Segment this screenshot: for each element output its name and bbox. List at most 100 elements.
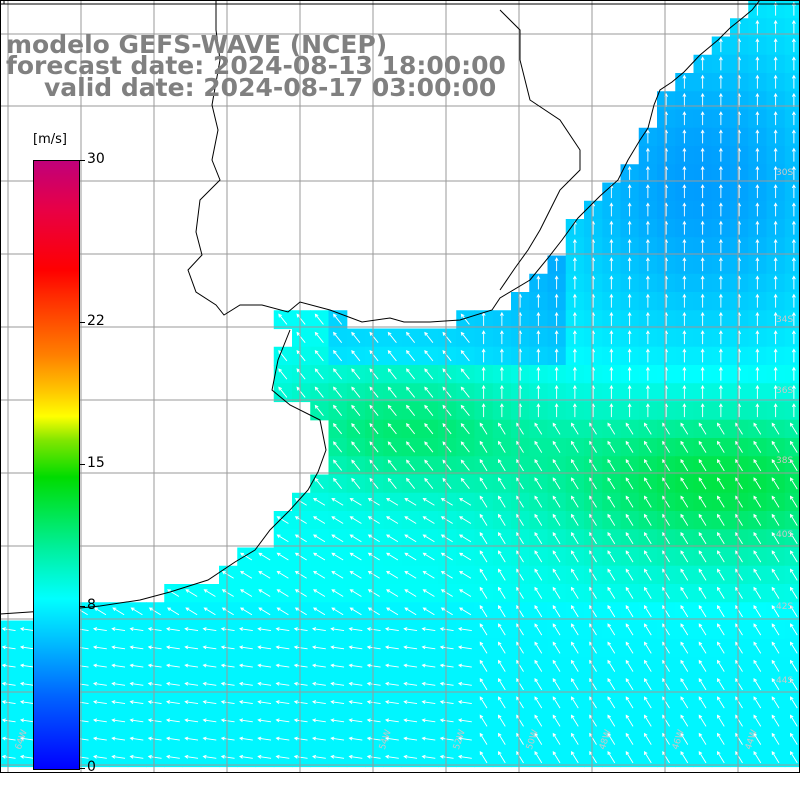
wind-arrow	[387, 459, 397, 471]
wind-arrow	[479, 459, 488, 472]
wind-arrow	[351, 441, 361, 453]
wind-arrow	[497, 550, 506, 563]
wind-arrow	[294, 534, 307, 543]
wind-arrow	[627, 275, 632, 290]
wind-arrow	[275, 718, 290, 723]
wind-arrow	[440, 497, 453, 506]
wind-arrow	[147, 700, 162, 705]
wind-arrow	[771, 586, 780, 599]
wind-arrow	[147, 663, 162, 668]
wind-arrow	[625, 422, 634, 435]
wind-arrow	[536, 403, 541, 418]
wind-arrow	[643, 659, 652, 672]
wind-arrow	[771, 696, 780, 709]
wind-arrow	[570, 641, 579, 654]
wind-arrow	[406, 386, 416, 398]
wind-arrow	[609, 220, 614, 235]
wind-arrow	[609, 403, 614, 418]
wind-arrow	[698, 550, 707, 563]
wind-arrow	[716, 586, 725, 599]
wind-arrow	[534, 586, 543, 599]
wind-arrow	[497, 623, 506, 636]
wind-arrow	[404, 570, 417, 579]
wind-arrow	[552, 678, 561, 691]
wind-speed-cell	[784, 237, 800, 257]
wind-speed-cell	[784, 565, 800, 585]
wind-arrow	[607, 605, 616, 618]
wind-arrow	[240, 552, 253, 561]
wind-arrow	[184, 627, 199, 632]
wind-arrow	[570, 623, 579, 636]
map-title-model: modelo GEFS-WAVE (NCEP)	[6, 30, 388, 59]
wind-arrow	[312, 718, 326, 723]
wind-arrow	[278, 386, 288, 398]
wind-arrow	[111, 627, 126, 632]
wind-arrow	[791, 129, 796, 144]
wind-arrow	[789, 732, 798, 745]
wind-arrow	[314, 386, 324, 398]
wind-arrow	[609, 257, 614, 272]
wind-arrow	[258, 589, 271, 597]
wind-arrow	[293, 627, 308, 632]
wind-arrow	[682, 330, 687, 345]
wind-arrow	[442, 477, 452, 489]
wind-arrow	[296, 350, 306, 362]
wind-arrow	[680, 732, 689, 745]
wind-arrow	[147, 681, 162, 686]
wind-arrow	[424, 459, 434, 471]
wind-arrow	[607, 459, 616, 472]
wind-arrow	[607, 477, 616, 490]
wind-arrow	[479, 696, 488, 709]
wind-arrow	[771, 623, 780, 636]
wind-arrow	[773, 184, 778, 199]
wind-speed-cell	[784, 438, 800, 457]
wind-arrow	[333, 477, 343, 489]
wind-arrow	[789, 586, 798, 599]
wind-arrow	[166, 736, 180, 741]
wind-speed-cell	[784, 529, 800, 549]
wind-arrow	[20, 718, 34, 723]
wind-speed-cell	[784, 310, 800, 330]
wind-arrow	[682, 275, 687, 290]
wind-arrow	[497, 732, 506, 745]
wind-arrow	[386, 570, 399, 579]
wind-arrow	[716, 532, 725, 545]
wind-arrow	[424, 331, 434, 343]
wind-arrow	[479, 568, 488, 581]
wind-arrow	[552, 696, 561, 709]
wind-arrow	[348, 681, 363, 686]
wind-arrow	[718, 92, 723, 107]
wind-arrow	[276, 534, 289, 543]
wind-arrow	[645, 184, 650, 199]
wind-arrow	[645, 366, 650, 381]
wind-arrow	[718, 403, 723, 418]
wind-arrow	[627, 366, 632, 381]
wind-speed-cell	[784, 109, 800, 129]
wind-arrow	[771, 659, 780, 672]
wind-arrow	[257, 681, 272, 686]
wind-arrow	[755, 366, 760, 381]
wind-arrow	[718, 293, 723, 308]
wind-arrow	[698, 586, 707, 599]
wind-arrow	[386, 589, 399, 597]
wind-arrow	[753, 459, 762, 472]
wind-arrow	[166, 718, 180, 723]
wind-arrow	[458, 681, 472, 686]
wind-arrow	[166, 645, 180, 650]
wind-arrow	[330, 681, 345, 686]
wind-arrow	[330, 718, 345, 723]
wind-arrow	[643, 678, 652, 691]
wind-arrow	[534, 605, 543, 618]
wind-arrow	[239, 681, 253, 686]
colorbar-tick-mark	[79, 322, 85, 324]
wind-arrow	[294, 552, 307, 561]
wind-speed-cell	[784, 36, 800, 56]
wind-arrow	[111, 736, 126, 741]
wind-arrow	[366, 700, 381, 705]
wind-arrow	[625, 477, 634, 490]
wind-arrow	[276, 589, 289, 597]
wind-arrow	[791, 92, 796, 107]
colorbar	[33, 160, 80, 770]
wind-arrow	[220, 736, 235, 741]
wind-arrow	[406, 441, 416, 453]
